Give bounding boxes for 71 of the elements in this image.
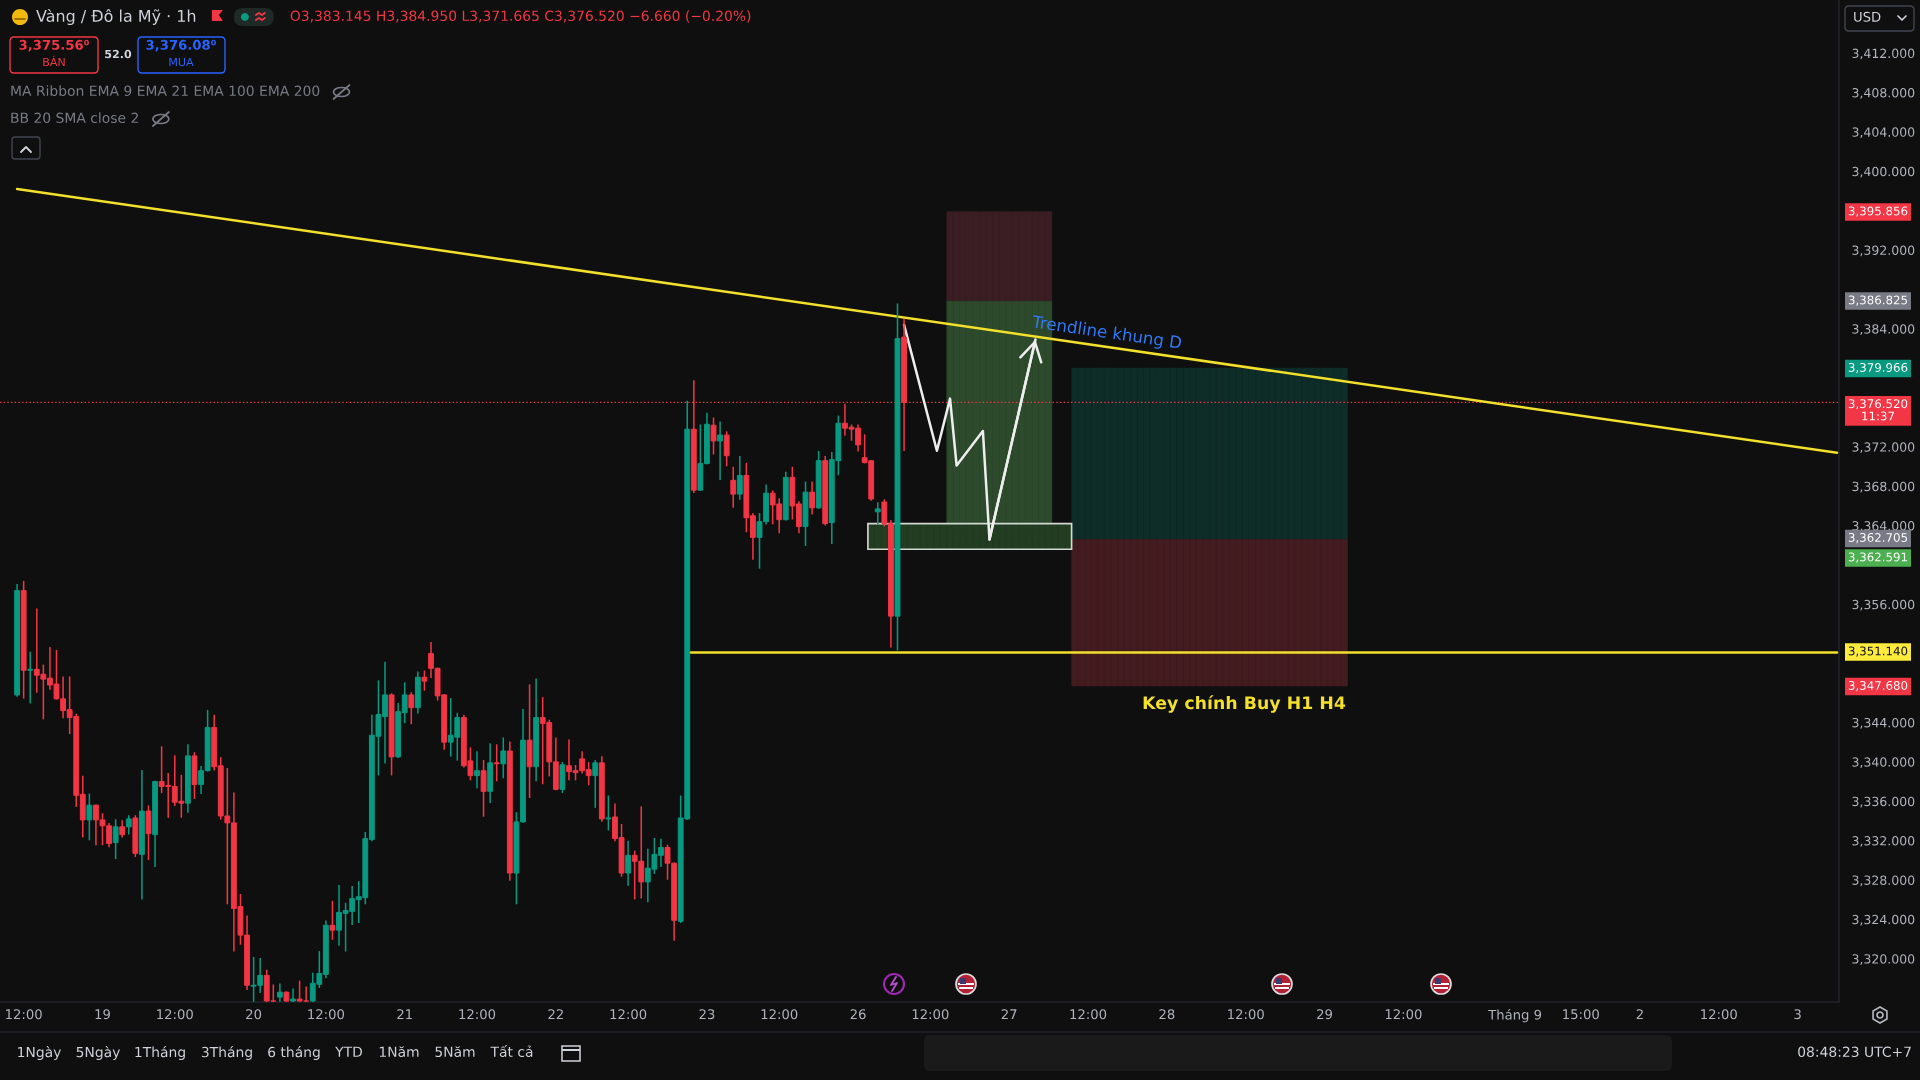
text: 3,386.825 — [1848, 295, 1908, 306]
x-tick-label: 12:00 — [6, 1009, 42, 1020]
x-tick-label: 12:00 — [1070, 1009, 1107, 1020]
y-tick-label: 3,356.000 — [1852, 599, 1915, 611]
text: 3,347.680 — [1848, 681, 1908, 692]
y-tick-label: 3,400.000 — [1852, 166, 1915, 178]
x-tick-label: 29 — [1317, 1009, 1333, 1020]
x-tick-label: 12:00 — [1701, 1009, 1737, 1020]
x-tick-label: 12:00 — [157, 1009, 193, 1020]
x-tick-label: 12:00 — [459, 1009, 496, 1020]
annotation: MUA — [169, 57, 194, 67]
text: 5Năm — [435, 1046, 475, 1058]
annotation: 3,376.08⁰ — [146, 39, 216, 52]
text: O3,383.145 H3,384.950 L3,371.665 C3,376.520 −6.660 (−0.20%) — [290, 10, 751, 23]
text: 3,395.856 — [1848, 206, 1908, 217]
y-tick-label: 3,392.000 — [1852, 245, 1915, 257]
x-tick-label: 23 — [699, 1009, 715, 1020]
x-tick-label: 27 — [1001, 1009, 1017, 1019]
text: Tất cả — [490, 1045, 533, 1058]
text: 6 tháng — [268, 1046, 320, 1060]
x-tick-label: 20 — [246, 1009, 262, 1020]
y-tick-label: 3,344.000 — [1852, 717, 1915, 729]
y-tick-label: 3,320.000 — [1852, 954, 1915, 965]
text: 3Tháng — [201, 1046, 252, 1060]
annotation: Key chính Buy H1 H4 — [1143, 695, 1346, 713]
text: 1Tháng — [135, 1046, 185, 1060]
x-tick-label: 12:00 — [1228, 1009, 1264, 1020]
y-tick-label: 3,324.000 — [1852, 914, 1915, 926]
text: 3,379.966 — [1848, 363, 1908, 374]
x-tick-label: 12:00 — [308, 1009, 345, 1020]
text: 3,351.140 — [1848, 646, 1908, 657]
x-tick-label: 22 — [548, 1009, 563, 1019]
text: 3,362.705 — [1848, 533, 1908, 544]
y-tick-label: 3,340.000 — [1852, 757, 1915, 769]
y-tick-label: 3,384.000 — [1852, 324, 1915, 335]
x-tick-label: 12:00 — [1385, 1009, 1422, 1020]
x-tick-label: Tháng 9 — [1488, 1008, 1542, 1023]
y-tick-label: 3,328.000 — [1852, 875, 1915, 887]
x-tick-label: 26 — [850, 1009, 866, 1020]
annotation: Trendline khung D — [1031, 314, 1182, 353]
y-tick-label: 3,368.000 — [1852, 481, 1915, 493]
annotation: BB 20 SMA close 2 — [11, 112, 138, 124]
x-tick-label: 3 — [1794, 1009, 1801, 1020]
x-tick-label: 21 — [397, 1009, 412, 1019]
y-tick-label: 3,364.000 — [1852, 521, 1915, 532]
annotation: MA Ribbon EMA 9 EMA 21 EMA 100 EMA 200 — [11, 85, 320, 97]
annotation: 3,375.56⁰ — [19, 39, 89, 52]
y-tick-label: 3,404.000 — [1852, 127, 1915, 139]
y-tick-label: 3,372.000 — [1852, 442, 1915, 454]
y-tick-label: 3,332.000 — [1852, 836, 1915, 847]
x-tick-label: 15:00 — [1563, 1009, 1599, 1020]
x-tick-label: 2 — [1636, 1009, 1643, 1019]
y-tick-label: 3,408.000 — [1852, 87, 1915, 99]
x-tick-label: 12:00 — [912, 1009, 949, 1020]
text: 1Năm — [379, 1046, 419, 1058]
text: 3,362.591 — [1848, 552, 1907, 563]
text: USD — [1854, 11, 1881, 22]
x-tick-label: 28 — [1159, 1009, 1175, 1020]
text: Vàng / Đô la Mỹ · 1h — [36, 8, 196, 26]
annotation: 52.0 — [105, 49, 132, 59]
x-tick-label: 12:00 — [610, 1009, 647, 1020]
x-tick-label: 19 — [95, 1009, 110, 1020]
text: 5Ngày — [76, 1046, 120, 1060]
text: YTD — [335, 1046, 363, 1057]
x-tick-label: 12:00 — [761, 1009, 798, 1020]
ref-line-label: 3,376.520 11:37 — [1848, 399, 1908, 421]
y-tick-label: 3,336.000 — [1852, 796, 1915, 808]
y-tick-label: 3,412.000 — [1852, 48, 1915, 60]
text: 1Ngày — [18, 1046, 61, 1060]
text: 08:48:23 UTC+7 — [1798, 1046, 1911, 1058]
annotation: BÁN — [43, 55, 65, 67]
